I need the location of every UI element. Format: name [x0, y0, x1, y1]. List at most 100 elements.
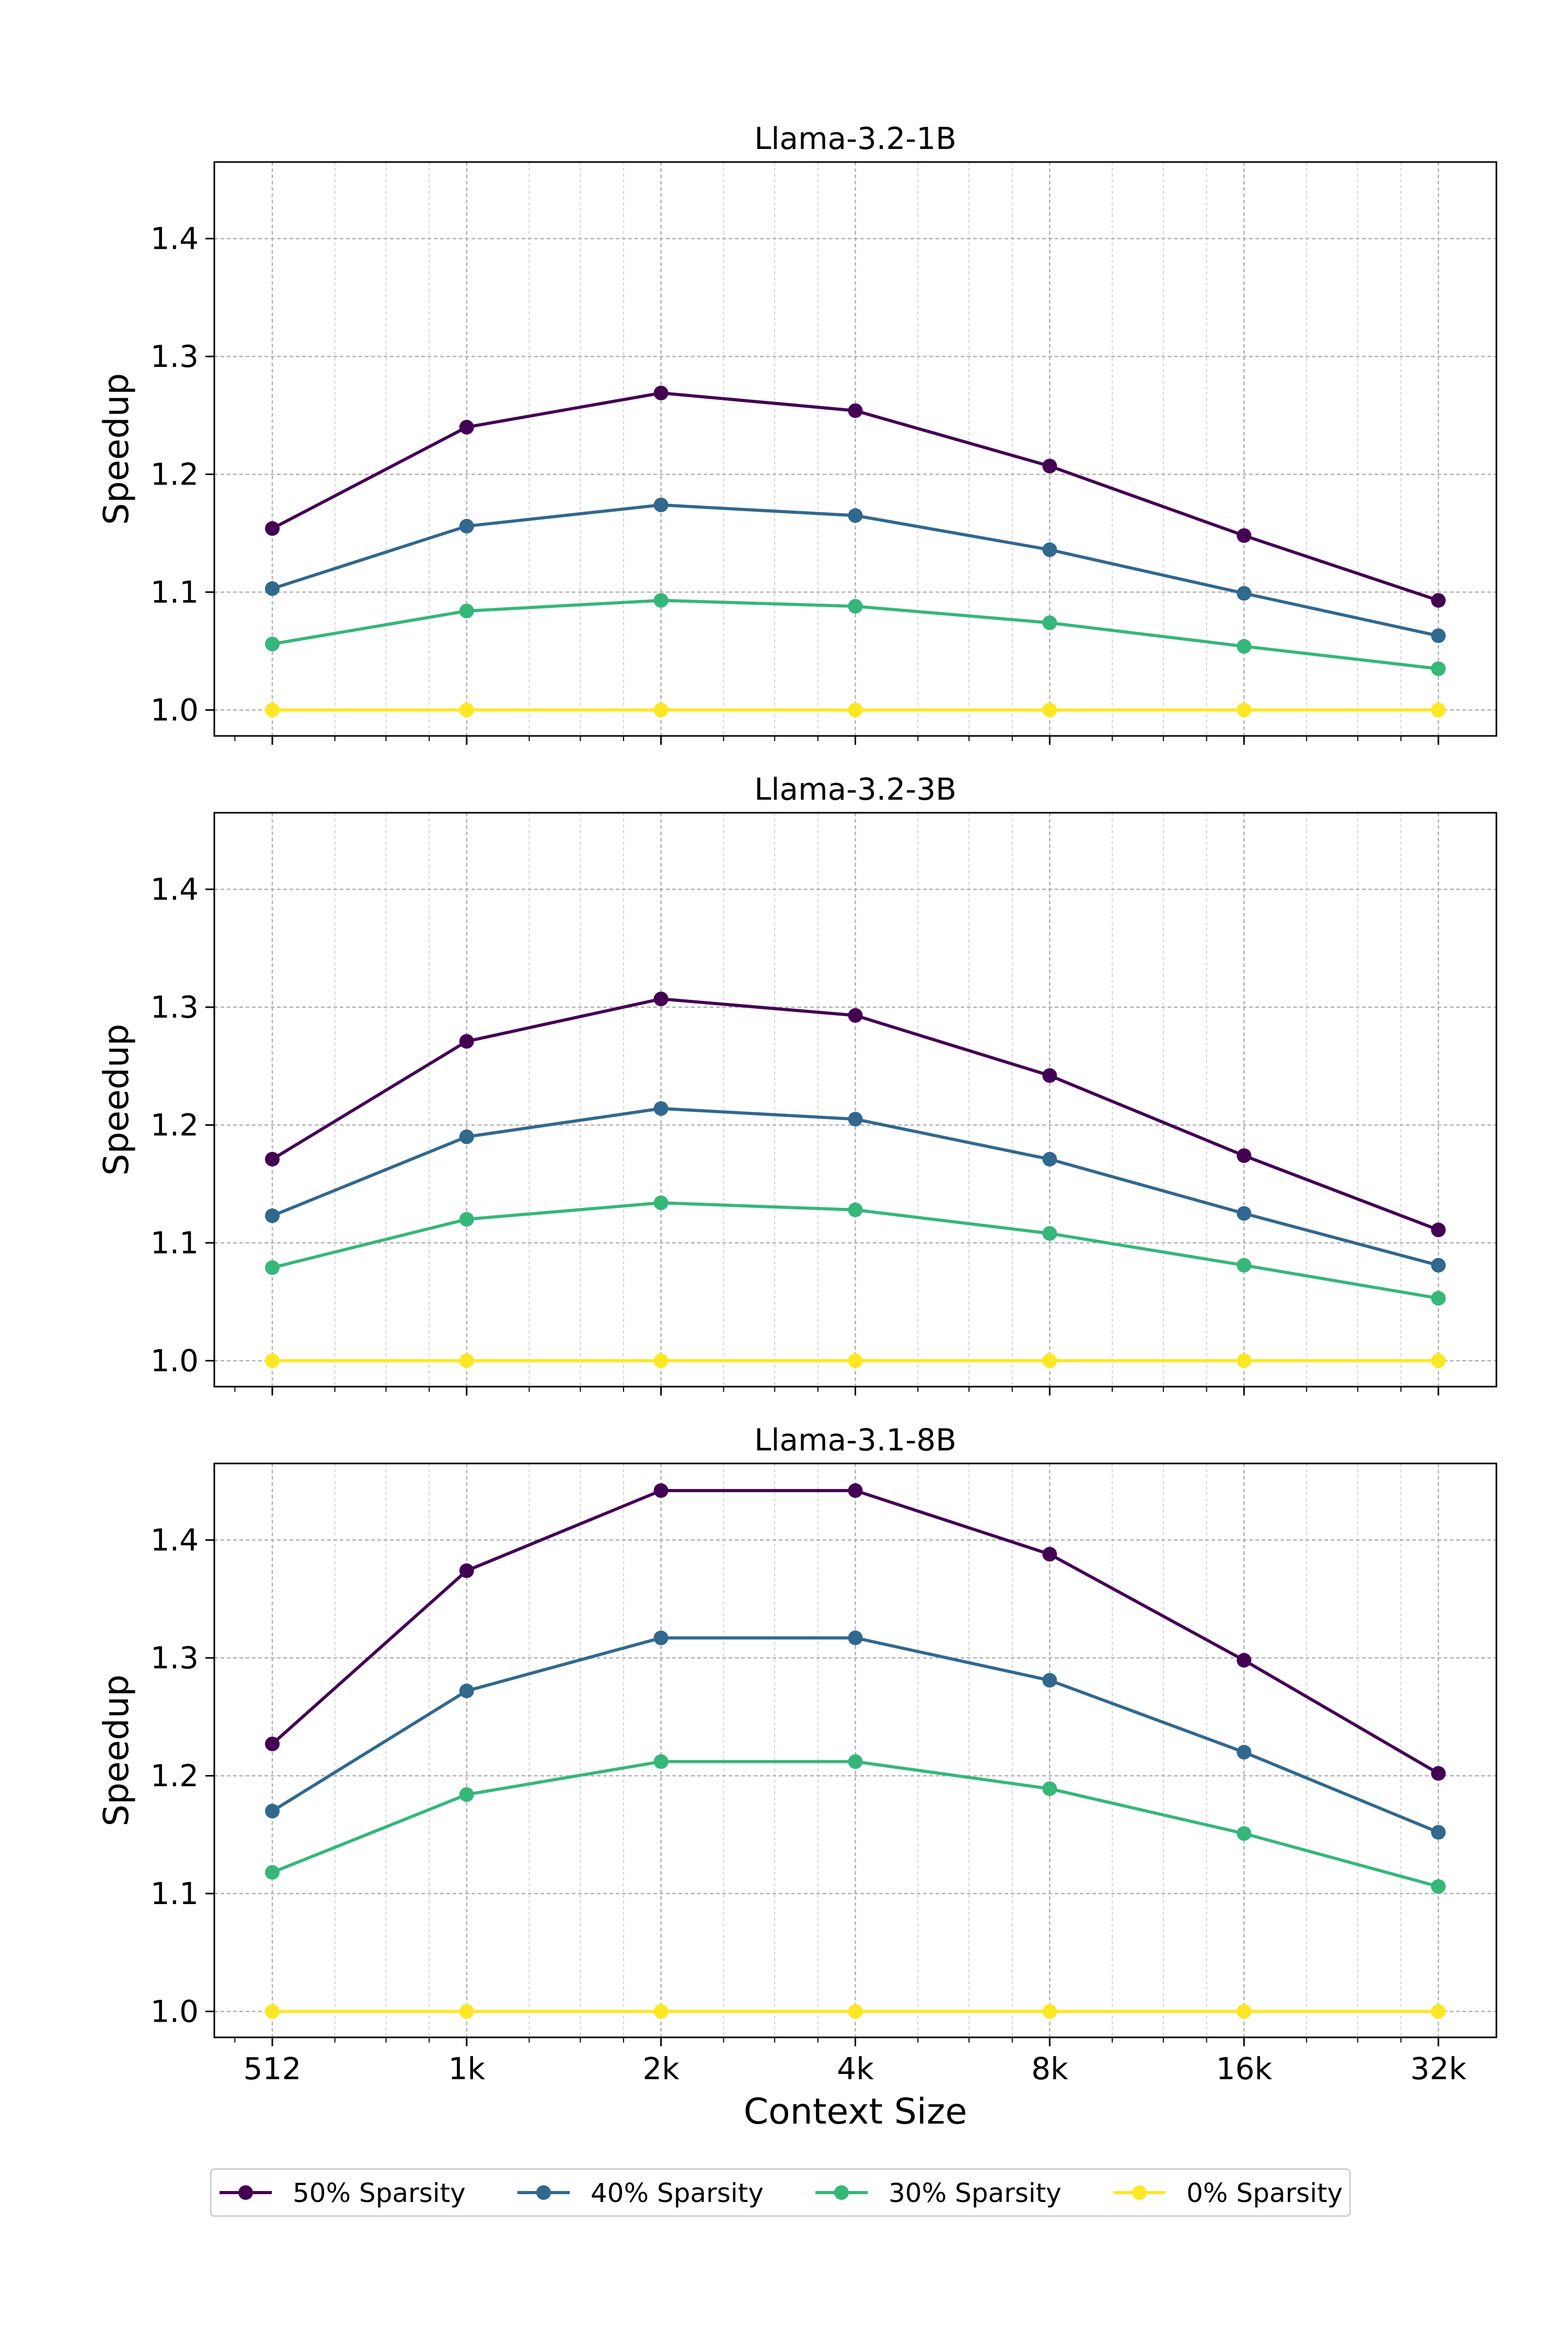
data-point: [848, 1008, 863, 1023]
series-0-sparsity: [265, 702, 1446, 718]
data-point: [1431, 1223, 1446, 1238]
data-point: [1431, 702, 1446, 718]
y-tick-label: 1.2: [151, 456, 199, 492]
y-tick-label: 1.2: [151, 1758, 199, 1793]
y-tick-label: 1.4: [151, 221, 199, 257]
legend-item-1: 50% Sparsity: [220, 2178, 466, 2208]
series-40-sparsity: [265, 498, 1446, 643]
data-point: [265, 637, 280, 652]
data-point: [1237, 2004, 1252, 2019]
data-point: [653, 1483, 668, 1498]
data-point: [459, 1563, 474, 1578]
axes-frame: [213, 161, 1497, 737]
data-point: [848, 2004, 863, 2019]
series-40-sparsity: [265, 1101, 1446, 1273]
data-point: [848, 702, 863, 718]
data-point: [653, 498, 668, 513]
axes-frame: [213, 812, 1497, 1388]
data-point: [459, 604, 474, 619]
series-50-sparsity: [265, 1483, 1446, 1781]
data-point: [653, 1195, 668, 1210]
data-point: [265, 2004, 280, 2019]
data-point: [653, 385, 668, 400]
series-50-sparsity: [265, 385, 1446, 608]
data-point: [265, 702, 280, 718]
y-tick-label: 1.1: [151, 1225, 199, 1261]
data-point: [848, 508, 863, 523]
y-tick-label: 1.4: [151, 872, 199, 907]
data-point: [1237, 1353, 1252, 1368]
series-0-sparsity: [265, 2004, 1446, 2019]
series-0-sparsity: [265, 1353, 1446, 1368]
legend-label: 50% Sparsity: [293, 2178, 466, 2208]
data-point: [1431, 1353, 1446, 1368]
data-point: [848, 1754, 863, 1769]
series-50-sparsity: [265, 991, 1446, 1238]
series-30-sparsity: [265, 1754, 1446, 1894]
y-tick-label: 1.0: [151, 1343, 199, 1378]
data-point: [1431, 661, 1446, 676]
data-point: [1042, 458, 1057, 474]
legend-swatch-marker: [238, 2185, 253, 2200]
data-point: [1237, 1745, 1252, 1760]
data-point: [1042, 1353, 1057, 1368]
data-point: [1042, 702, 1057, 718]
data-point: [1431, 1825, 1446, 1840]
data-point: [265, 1208, 280, 1224]
x-axis-label: Context Size: [744, 2091, 967, 2132]
data-point: [1237, 639, 1252, 654]
data-point: [265, 1865, 280, 1880]
data-point: [1042, 1151, 1057, 1167]
y-axis-label: Speedup: [96, 1675, 136, 1827]
x-tick-label: 1k: [448, 2051, 486, 2086]
data-point: [1042, 615, 1057, 630]
data-point: [1237, 1826, 1252, 1841]
data-point: [1042, 2004, 1057, 2019]
y-tick-label: 1.1: [151, 1876, 199, 1911]
legend-label: 40% Sparsity: [591, 2178, 764, 2208]
data-point: [653, 593, 668, 608]
chart-panel-2: 1.0 1.1 1.2 1.3 1.4 Llama-3.2-3B Speedup: [96, 771, 1497, 1396]
data-point: [1042, 1547, 1057, 1562]
data-point: [1431, 2004, 1446, 2019]
data-point: [1042, 1781, 1057, 1796]
data-point: [459, 1684, 474, 1699]
data-point: [1237, 1258, 1252, 1273]
data-point: [459, 1034, 474, 1049]
data-point: [848, 403, 863, 418]
y-tick-label: 1.3: [151, 989, 199, 1025]
legend-item-4: 0% Sparsity: [1113, 2178, 1343, 2208]
data-point: [265, 1804, 280, 1819]
legend-label: 30% Sparsity: [889, 2178, 1062, 2208]
data-point: [265, 521, 280, 536]
data-point: [265, 1151, 280, 1167]
data-point: [653, 1754, 668, 1769]
y-axis-label: Speedup: [96, 373, 136, 525]
data-point: [1237, 1148, 1252, 1163]
data-point: [265, 581, 280, 596]
x-tick-label: 32k: [1410, 2051, 1467, 2086]
x-tick-label: 4k: [837, 2051, 874, 2086]
legend-item-2: 40% Sparsity: [517, 2178, 764, 2208]
data-point: [459, 1353, 474, 1368]
data-point: [1237, 1653, 1252, 1668]
data-point: [459, 518, 474, 534]
data-point: [459, 2004, 474, 2019]
data-point: [265, 1353, 280, 1368]
data-point: [1237, 528, 1252, 543]
chart-title: Llama-3.2-3B: [754, 771, 956, 807]
axes-frame: [213, 1462, 1497, 2038]
data-point: [1237, 1206, 1252, 1221]
legend: 50% Sparsity 40% Sparsity 30% Sparsity 0% S…: [210, 2168, 1351, 2217]
y-tick-label: 1.2: [151, 1107, 199, 1143]
data-point: [848, 1483, 863, 1498]
data-point: [653, 1353, 668, 1368]
data-point: [459, 702, 474, 718]
legend-item-3: 30% Sparsity: [815, 2178, 1062, 2208]
data-point: [848, 598, 863, 614]
chart-panel-1: 1.0 1.1 1.2 1.3 1.4 Llama-3.2-1B Speedup: [96, 121, 1497, 745]
y-tick-label: 1.4: [151, 1523, 199, 1558]
data-point: [1042, 1226, 1057, 1241]
legend-swatch-marker: [834, 2185, 849, 2200]
